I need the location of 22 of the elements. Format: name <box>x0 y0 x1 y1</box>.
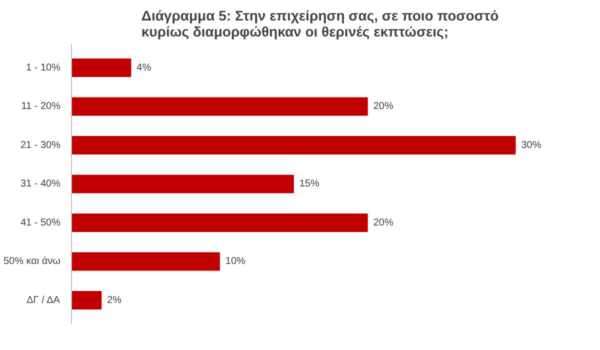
data-label: 20% <box>373 217 394 228</box>
chart-title: Διάγραμμα 5: Στην επιχείρηση σας, σε ποιο ποσοστό κυρίως διαμορφώθηκαν οι θερινές εκπτώσεις; <box>141 8 499 40</box>
bar <box>72 136 516 154</box>
data-label: 15% <box>299 178 320 190</box>
data-label: 10% <box>225 256 246 267</box>
y-tick-label: 1 - 10% <box>26 62 61 74</box>
y-tick-label: 50% και άνω <box>3 256 61 267</box>
y-tick-label: 41 - 50% <box>20 217 61 228</box>
y-tick-label: ΔΓ / ΔΑ <box>26 294 60 306</box>
bar <box>72 214 368 232</box>
bar <box>72 58 132 77</box>
bar <box>72 174 294 194</box>
data-label: 30% <box>521 140 542 151</box>
data-label: 20% <box>373 101 394 112</box>
y-tick-label: 31 - 40% <box>20 178 61 190</box>
y-tick-label: 11 - 20% <box>21 101 61 112</box>
bar <box>72 291 102 310</box>
data-label: 2% <box>107 294 122 306</box>
y-tick-label: 21 - 30% <box>20 140 61 151</box>
data-label: 4% <box>136 62 152 74</box>
bar <box>72 97 368 116</box>
bar <box>72 252 220 271</box>
